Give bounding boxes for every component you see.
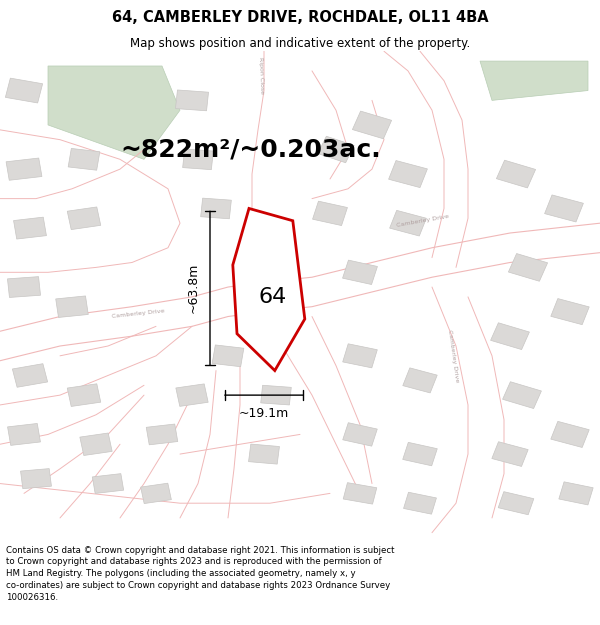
Bar [503, 382, 541, 409]
Bar [8, 424, 40, 446]
Bar [343, 422, 377, 446]
Bar [80, 433, 112, 456]
Bar [175, 90, 209, 111]
Polygon shape [48, 66, 180, 159]
Bar [508, 254, 548, 281]
Text: 64, CAMBERLEY DRIVE, ROCHDALE, OL11 4BA: 64, CAMBERLEY DRIVE, ROCHDALE, OL11 4BA [112, 10, 488, 25]
Text: Camberley Drive: Camberley Drive [112, 309, 164, 319]
Bar [496, 160, 536, 188]
Bar [545, 195, 583, 222]
Bar [92, 474, 124, 494]
Text: 64: 64 [259, 287, 287, 307]
Text: ~19.1m: ~19.1m [239, 408, 289, 421]
Bar [56, 296, 88, 318]
Bar [14, 217, 46, 239]
Bar [551, 421, 589, 447]
Bar [404, 492, 436, 514]
Bar [318, 136, 354, 162]
Text: ~63.8m: ~63.8m [186, 263, 199, 314]
Bar [200, 198, 232, 219]
Bar [403, 368, 437, 393]
Bar [352, 111, 392, 139]
Text: Contains OS data © Crown copyright and database right 2021. This information is : Contains OS data © Crown copyright and d… [6, 546, 395, 602]
Text: Ripon Close: Ripon Close [258, 58, 264, 94]
Bar [6, 158, 42, 180]
Bar [248, 444, 280, 464]
Bar [7, 277, 41, 298]
Bar [5, 78, 43, 103]
Bar [212, 345, 244, 367]
Bar [20, 469, 52, 489]
Bar [140, 483, 172, 504]
Polygon shape [233, 209, 305, 371]
Bar [498, 492, 534, 515]
Polygon shape [480, 61, 588, 101]
Bar [67, 207, 101, 229]
Bar [389, 161, 427, 188]
Bar [261, 385, 291, 405]
Bar [492, 442, 528, 466]
Bar [343, 482, 377, 504]
Text: Camberley Drive: Camberley Drive [447, 329, 459, 382]
Bar [403, 442, 437, 466]
Bar [389, 211, 427, 236]
Bar [551, 299, 589, 324]
Bar [491, 322, 529, 349]
Text: Camberley Drive: Camberley Drive [397, 214, 449, 228]
Bar [182, 149, 214, 169]
Text: ~822m²/~0.203ac.: ~822m²/~0.203ac. [120, 138, 380, 161]
Bar [343, 344, 377, 368]
Bar [13, 364, 47, 388]
Text: Map shows position and indicative extent of the property.: Map shows position and indicative extent… [130, 37, 470, 50]
Bar [68, 149, 100, 170]
Bar [313, 201, 347, 226]
Bar [559, 482, 593, 505]
Bar [176, 384, 208, 406]
Bar [343, 260, 377, 284]
Bar [67, 384, 101, 406]
Bar [146, 424, 178, 445]
